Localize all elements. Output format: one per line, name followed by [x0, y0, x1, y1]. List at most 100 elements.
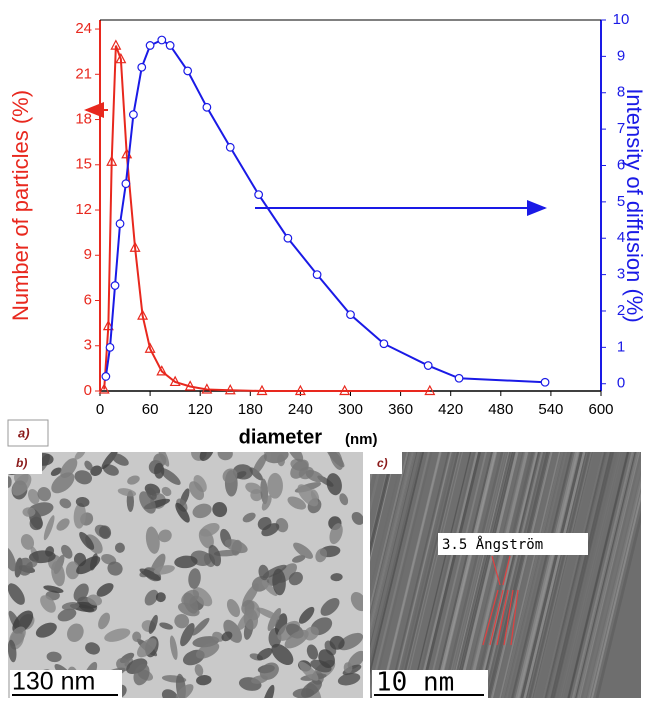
particle: [51, 561, 65, 587]
marker: [379, 339, 389, 349]
particle: [85, 642, 100, 655]
particle: [256, 647, 273, 661]
particle: [329, 452, 344, 470]
particle: [59, 498, 72, 509]
particle: [217, 452, 233, 461]
particle: [61, 544, 73, 559]
particle: [144, 589, 159, 606]
lattice-fringe: [456, 452, 519, 698]
particle: [27, 488, 40, 505]
particle: [155, 592, 166, 603]
marker: [128, 110, 138, 119]
x-tick-label: 360: [388, 401, 413, 418]
x-tick-label: 60: [142, 401, 159, 418]
marker: [157, 35, 167, 45]
particle: [40, 595, 56, 613]
particle: [287, 496, 307, 510]
lattice-fringe: [441, 452, 504, 698]
series-line: [104, 38, 546, 384]
lattice-fringe: [524, 452, 586, 698]
particle: [259, 662, 279, 680]
lattice-fringe: [475, 452, 539, 698]
lattice-fringe: [579, 452, 641, 698]
y-tick-label: 0: [84, 382, 92, 399]
particle: [22, 507, 36, 517]
particle: [277, 454, 286, 467]
lattice-fringe: [370, 452, 424, 675]
marker: [224, 383, 236, 395]
scale-label: 10 nm: [376, 668, 454, 698]
particle: [174, 555, 198, 569]
particle: [306, 644, 319, 660]
particle: [347, 650, 363, 670]
particle: [194, 664, 204, 677]
particle: [189, 481, 205, 501]
y-tick-label: 9: [84, 246, 92, 263]
particle: [267, 607, 282, 631]
lattice-fringe: [479, 452, 543, 698]
lattice-fringe: [506, 452, 568, 698]
lattice-fringe: [370, 452, 395, 553]
particle: [8, 546, 17, 572]
y2-tick-label: 0: [617, 375, 625, 392]
y-tick-label: 6: [84, 291, 92, 308]
lattice-fringe: [370, 452, 433, 698]
particle: [262, 684, 275, 698]
particle: [175, 502, 190, 523]
lattice-fringe: [575, 452, 636, 698]
y2-tick-label: 3: [617, 266, 625, 283]
lattice-fringe: [490, 452, 553, 698]
scale-box: [10, 670, 122, 698]
particle: [61, 602, 80, 611]
particle: [56, 518, 70, 531]
y-axis-title: Number of particles (%): [8, 90, 33, 321]
x-tick-label: 600: [588, 401, 613, 418]
particle: [161, 486, 172, 497]
particle: [256, 607, 280, 620]
marker: [183, 66, 193, 76]
particle: [104, 628, 131, 642]
particle: [177, 602, 200, 617]
panel-b-box: [8, 452, 42, 474]
particle: [181, 589, 200, 606]
lattice-fringe: [370, 452, 413, 630]
marker: [339, 384, 351, 396]
lattice-fringe: [550, 452, 612, 698]
x-tick-label: 120: [188, 401, 213, 418]
x-tick-label: 0: [96, 401, 104, 418]
particle: [139, 568, 161, 581]
lattice-fringe: [542, 452, 604, 698]
lattice-fringe: [402, 452, 464, 698]
fringe-marks: [482, 555, 519, 646]
lattice-fringe: [370, 452, 393, 545]
particle: [8, 583, 25, 605]
lattice-fringe: [464, 452, 527, 698]
particle: [212, 631, 224, 642]
lattice-fringe: [499, 452, 561, 698]
particle: [297, 484, 319, 507]
y2-tick-label: 4: [617, 229, 625, 246]
particle: [8, 476, 12, 488]
particle: [17, 557, 33, 576]
lattice-fringe: [574, 452, 636, 698]
marker: [454, 373, 464, 383]
lattice-fringe: [370, 452, 396, 559]
lattice-fringe: [418, 452, 482, 698]
scale-label: 130 nm: [12, 668, 95, 696]
marker: [540, 377, 550, 387]
particle: [114, 542, 125, 553]
particle: [195, 642, 220, 659]
lattice-fringe: [449, 452, 511, 698]
y-tick-label: 15: [75, 156, 92, 173]
marker: [98, 383, 110, 394]
particle: [298, 606, 315, 624]
lattice-fringe: [502, 452, 565, 698]
lattice-fringe: [561, 452, 622, 698]
x-tick-label: 300: [338, 401, 363, 418]
lattice-fringe: [452, 452, 514, 698]
panel-c-box: [370, 452, 402, 474]
particle: [102, 464, 119, 476]
marker: [424, 384, 436, 396]
marker: [201, 383, 213, 394]
